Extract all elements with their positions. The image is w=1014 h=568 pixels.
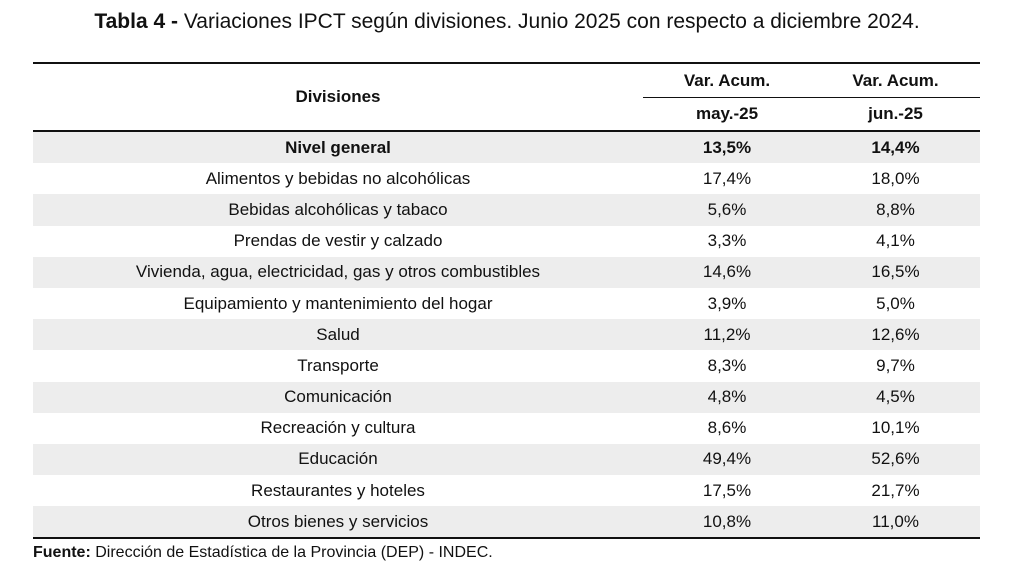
table-header: Divisiones Var. Acum. Var. Acum. may.-25… — [33, 63, 980, 132]
cell-var-jun: 14,4% — [811, 131, 980, 164]
cell-division: Vivienda, agua, electricidad, gas y otro… — [33, 256, 643, 288]
cell-var-may: 49,4% — [643, 443, 811, 476]
header-may-top: Var. Acum. — [643, 63, 811, 98]
cell-var-may: 4,8% — [643, 381, 811, 413]
cell-var-may: 11,2% — [643, 319, 811, 351]
table-caption: Variaciones IPCT según divisiones. Junio… — [183, 10, 920, 33]
cell-division: Otros bienes y servicios — [33, 506, 643, 539]
cell-division: Nivel general — [33, 131, 643, 164]
table-number: Tabla 4 - — [94, 10, 178, 33]
table-row: Educación 49,4% 52,6% — [33, 443, 980, 476]
header-may-period: may.-25 — [643, 97, 811, 132]
cell-var-jun: 11,0% — [811, 506, 980, 539]
header-divisions: Divisiones — [33, 63, 643, 132]
header-row-top: Divisiones Var. Acum. Var. Acum. — [33, 63, 980, 132]
cell-var-jun: 16,5% — [811, 256, 980, 288]
table-row: Equipamiento y mantenimiento del hogar 3,… — [33, 287, 980, 320]
cell-var-jun: 52,6% — [811, 443, 980, 476]
cell-var-jun: 9,7% — [811, 350, 980, 382]
ipct-divisions-table: Divisiones Var. Acum. Var. Acum. may.-25… — [33, 62, 980, 540]
cell-var-may: 5,6% — [643, 194, 811, 226]
table-row: Bebidas alcohólicas y tabaco 5,6% 8,8% — [33, 194, 980, 226]
cell-var-jun: 4,1% — [811, 225, 980, 257]
table-row: Alimentos y bebidas no alcohólicas 17,4% 1… — [33, 163, 980, 195]
table-row: Salud 11,2% 12,6% — [33, 319, 980, 351]
cell-var-jun: 8,8% — [811, 194, 980, 226]
table-title: Tabla 4 - Variaciones IPCT según divisio… — [0, 8, 1014, 36]
cell-var-may: 17,4% — [643, 163, 811, 195]
cell-var-jun: 12,6% — [811, 319, 980, 351]
cell-division: Alimentos y bebidas no alcohólicas — [33, 163, 643, 195]
table-row: Prendas de vestir y calzado 3,3% 4,1% — [33, 225, 980, 257]
cell-var-may: 3,9% — [643, 287, 811, 320]
table-row-general: Nivel general 13,5% 14,4% — [33, 131, 980, 164]
cell-var-may: 10,8% — [643, 506, 811, 539]
source-text: Dirección de Estadística de la Provincia… — [95, 544, 493, 561]
cell-division: Comunicación — [33, 381, 643, 413]
table-row: Recreación y cultura 8,6% 10,1% — [33, 412, 980, 444]
cell-var-may: 3,3% — [643, 225, 811, 257]
cell-division: Educación — [33, 443, 643, 476]
cell-var-may: 17,5% — [643, 475, 811, 507]
cell-var-jun: 4,5% — [811, 381, 980, 413]
cell-division: Recreación y cultura — [33, 412, 643, 444]
source-label: Fuente: — [33, 544, 91, 561]
cell-var-jun: 5,0% — [811, 287, 980, 320]
cell-division: Bebidas alcohólicas y tabaco — [33, 194, 643, 226]
cell-division: Restaurantes y hoteles — [33, 475, 643, 507]
table-row: Restaurantes y hoteles 17,5% 21,7% — [33, 475, 980, 507]
cell-division: Salud — [33, 319, 643, 351]
cell-var-may: 14,6% — [643, 256, 811, 288]
cell-var-jun: 18,0% — [811, 163, 980, 195]
header-row-bottom: may.-25 jun.-25 — [33, 97, 980, 132]
table-body: Nivel general 13,5% 14,4% Alimentos y bebid… — [33, 131, 980, 539]
source-note: Fuente: Dirección de Estadística de la P… — [33, 543, 493, 563]
header-jun-period: jun.-25 — [811, 97, 980, 132]
cell-division: Equipamiento y mantenimiento del hogar — [33, 287, 643, 320]
cell-var-jun: 21,7% — [811, 475, 980, 507]
cell-division: Transporte — [33, 350, 643, 382]
table-row: Vivienda, agua, electricidad, gas y otro… — [33, 256, 980, 288]
table-row: Transporte 8,3% 9,7% — [33, 350, 980, 382]
cell-var-jun: 10,1% — [811, 412, 980, 444]
cell-division: Prendas de vestir y calzado — [33, 225, 643, 257]
table-row: Comunicación 4,8% 4,5% — [33, 381, 980, 413]
cell-var-may: 8,6% — [643, 412, 811, 444]
table-row: Otros bienes y servicios 10,8% 11,0% — [33, 506, 980, 539]
header-jun-top: Var. Acum. — [811, 63, 980, 98]
cell-var-may: 13,5% — [643, 131, 811, 164]
cell-var-may: 8,3% — [643, 350, 811, 382]
